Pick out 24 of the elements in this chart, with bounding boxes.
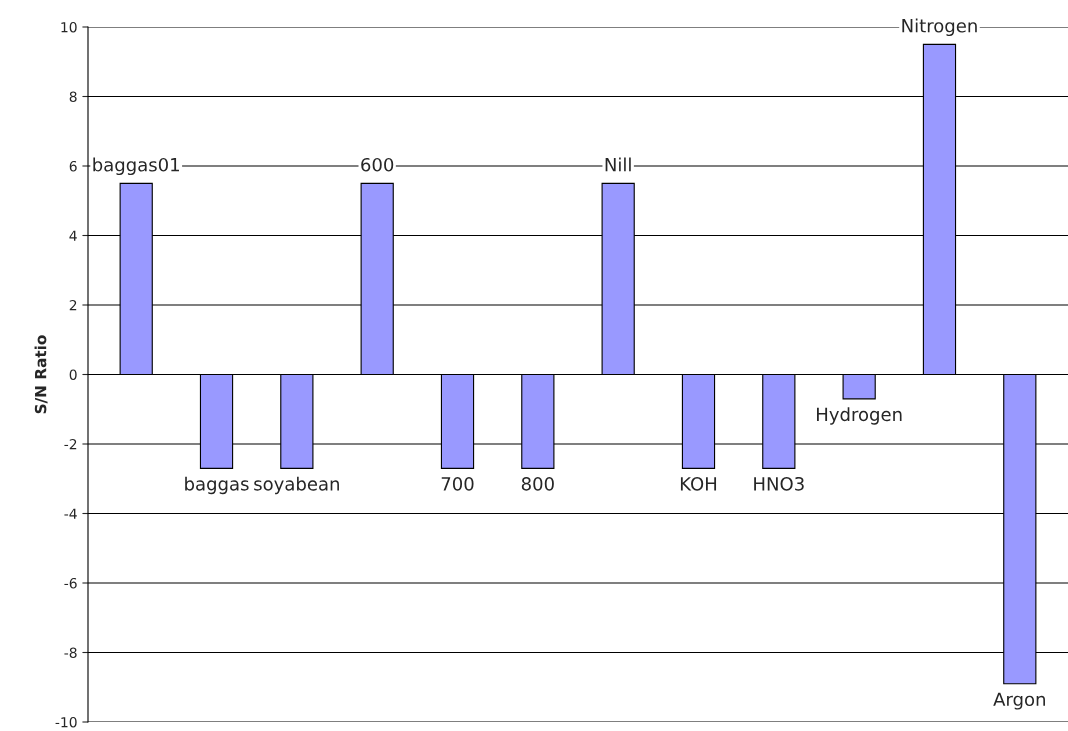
y-tick-label: 8 — [69, 91, 77, 102]
x-tick-label: soyabean — [254, 476, 339, 495]
y-tick-label: -2 — [64, 438, 77, 450]
y-tick-label: -10 — [55, 716, 77, 728]
y-tick-label: 2 — [69, 299, 77, 311]
y-tick-label: -8 — [64, 647, 77, 658]
x-tick-label: HNO3 — [754, 476, 804, 491]
x-tick-label: 700 — [441, 476, 474, 491]
x-tick-label: 600 — [361, 157, 394, 172]
x-tick-label: Hydrogen — [817, 407, 902, 425]
y-tick-label: 6 — [69, 160, 77, 172]
y-tick-label: 0 — [69, 369, 77, 380]
y-tick-label: -6 — [64, 577, 77, 589]
x-tick-label: baggas01 — [93, 157, 179, 176]
x-tick-label: Nitrogen — [902, 18, 977, 37]
x-tick-label: KOH — [680, 476, 717, 491]
y-axis-title: S/N Ratio — [34, 335, 48, 414]
x-tick-label: baggas — [185, 476, 249, 495]
y-tick-label: 4 — [69, 230, 77, 241]
y-tick-label: 10 — [61, 21, 77, 33]
x-tick-label: Argon — [993, 692, 1045, 710]
y-tick-label: -4 — [64, 508, 77, 519]
x-tick-label: 800 — [521, 476, 554, 491]
x-tick-label: Nill — [605, 157, 631, 172]
